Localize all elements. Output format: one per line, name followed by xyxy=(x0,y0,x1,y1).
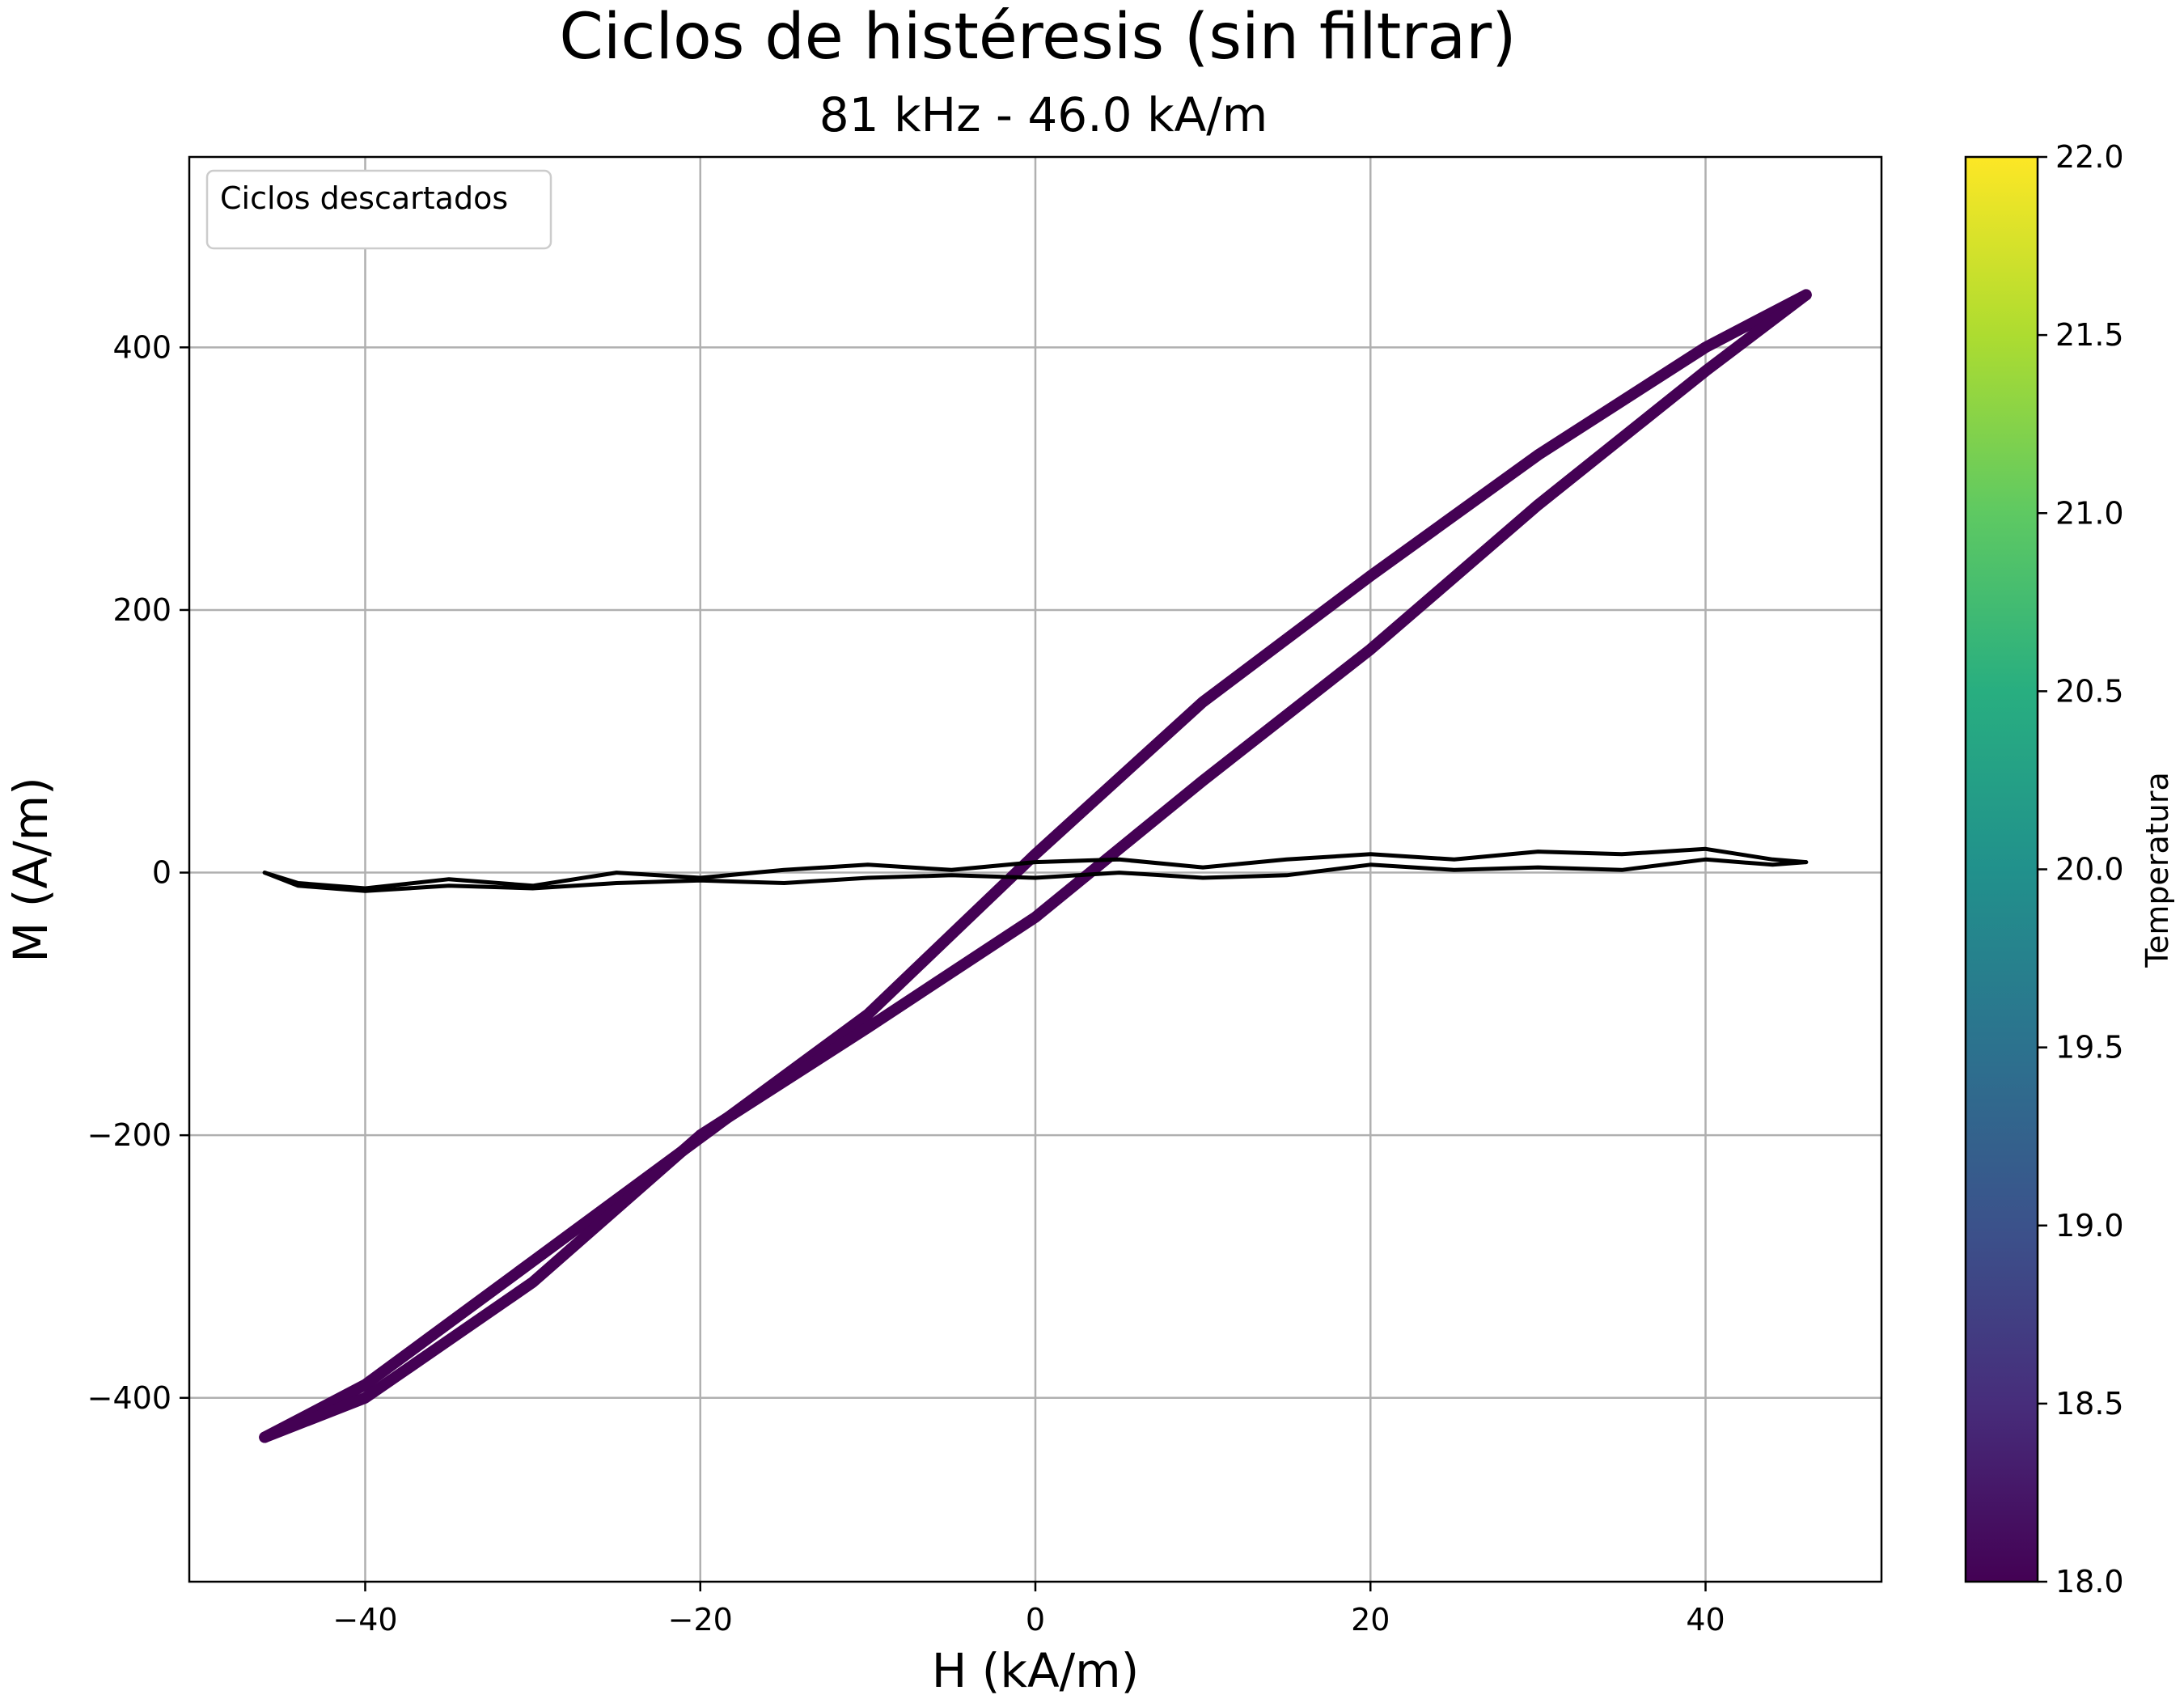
colorbar-tick-label: 21.5 xyxy=(2055,317,2124,353)
colorbar-ticks: 18.0 18.5 19.0 19.5 20.0 20.5 21.0 21.5 22.0 xyxy=(2038,139,2124,1599)
series-layer xyxy=(259,289,1812,1443)
chart-subtitle: 81 kHz - 46.0 kA/m xyxy=(819,87,1268,142)
colorbar-gradient xyxy=(1964,155,2039,1583)
colorbar-tick-label: 22.0 xyxy=(2055,139,2124,175)
x-tick-label: −40 xyxy=(332,1602,397,1638)
legend-title: Ciclos descartados xyxy=(220,180,508,216)
colorbar-tick-label: 19.0 xyxy=(2055,1208,2124,1244)
colorbar-tick-label: 18.0 xyxy=(2055,1564,2124,1599)
legend-box xyxy=(205,169,552,250)
y-axis-ticks: −400 −200 0 200 400 xyxy=(87,329,189,1416)
y-tick-label: 0 xyxy=(152,855,171,891)
y-tick-label: −400 xyxy=(87,1380,171,1416)
series-line-discarded-upper xyxy=(262,846,1809,891)
x-axis-label: H (kA/m) xyxy=(932,1643,1140,1698)
series-line-discarded-lower xyxy=(262,857,1809,893)
x-tick-label: 0 xyxy=(1026,1602,1045,1638)
y-tick-label: −200 xyxy=(87,1117,171,1153)
x-axis-ticks: −40 −20 0 20 40 xyxy=(332,1582,1725,1638)
colorbar-tick-label: 19.5 xyxy=(2055,1030,2124,1066)
series-line-upper xyxy=(259,289,1812,1443)
grid-lines xyxy=(189,157,1881,1582)
x-tick-label: 20 xyxy=(1351,1602,1390,1638)
series-line-lower xyxy=(259,289,1812,1443)
x-tick-label: 40 xyxy=(1686,1602,1725,1638)
colorbar-tick-label: 20.5 xyxy=(2055,673,2124,709)
y-tick-label: 200 xyxy=(112,592,171,628)
legend: Ciclos descartados xyxy=(205,169,552,250)
colorbar-tick-label: 18.5 xyxy=(2055,1386,2124,1421)
y-axis-label: M (A/m) xyxy=(3,777,58,962)
y-tick-label: 400 xyxy=(112,329,171,365)
colorbar-label: Temperatura xyxy=(2140,772,2175,968)
colorbar: 18.0 18.5 19.0 19.5 20.0 20.5 21.0 21.5 22.0 Tem… xyxy=(1964,139,2175,1599)
chart-title: Ciclos de histéresis (sin filtrar) xyxy=(559,1,1516,74)
colorbar-tick-label: 21.0 xyxy=(2055,495,2124,531)
x-tick-label: −20 xyxy=(668,1602,733,1638)
colorbar-tick-label: 20.0 xyxy=(2055,852,2124,888)
